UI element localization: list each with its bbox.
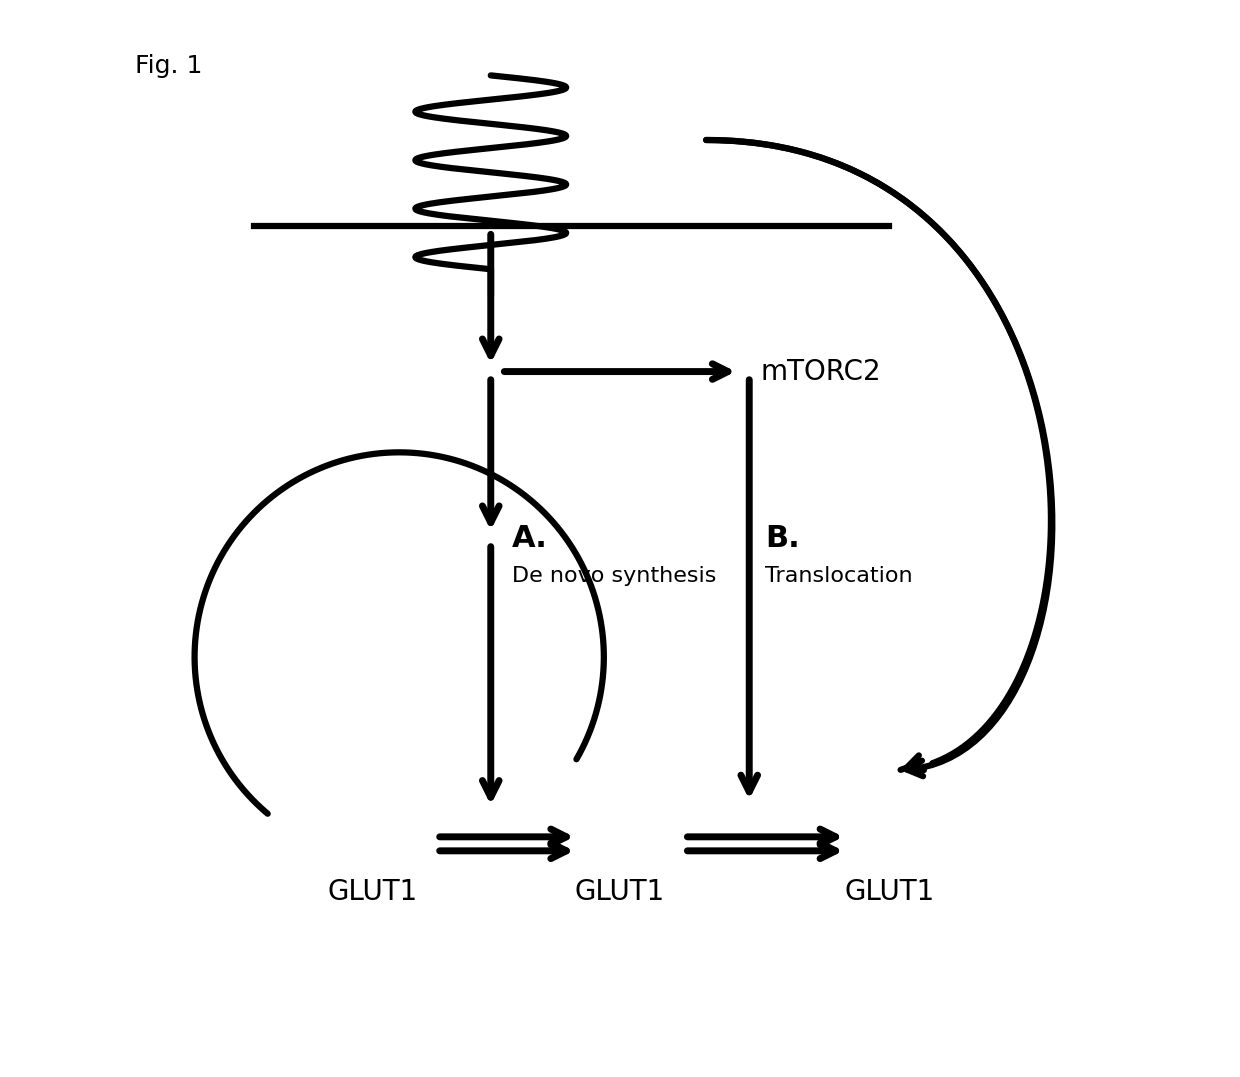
Text: Translocation: Translocation bbox=[765, 567, 913, 586]
Text: GLUT1: GLUT1 bbox=[844, 878, 935, 906]
Text: Fig. 1: Fig. 1 bbox=[135, 54, 202, 78]
Text: De novo synthesis: De novo synthesis bbox=[512, 567, 717, 586]
Text: A.: A. bbox=[512, 524, 548, 553]
FancyArrowPatch shape bbox=[706, 140, 1053, 777]
Text: GLUT1: GLUT1 bbox=[575, 878, 665, 906]
Text: GLUT1: GLUT1 bbox=[327, 878, 418, 906]
Text: B.: B. bbox=[765, 524, 800, 553]
Text: mTORC2: mTORC2 bbox=[760, 358, 880, 386]
